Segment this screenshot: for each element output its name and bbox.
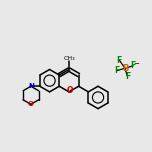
Text: CH₃: CH₃ [63, 56, 75, 61]
Text: +: + [69, 87, 74, 92]
Text: N: N [28, 83, 34, 89]
Text: F: F [130, 61, 136, 70]
Text: B: B [122, 64, 128, 73]
Text: F: F [114, 66, 119, 75]
Text: F: F [117, 56, 122, 65]
Text: O: O [28, 101, 34, 107]
Text: O: O [66, 86, 73, 95]
Text: −: − [133, 61, 139, 67]
Text: F: F [125, 72, 130, 81]
